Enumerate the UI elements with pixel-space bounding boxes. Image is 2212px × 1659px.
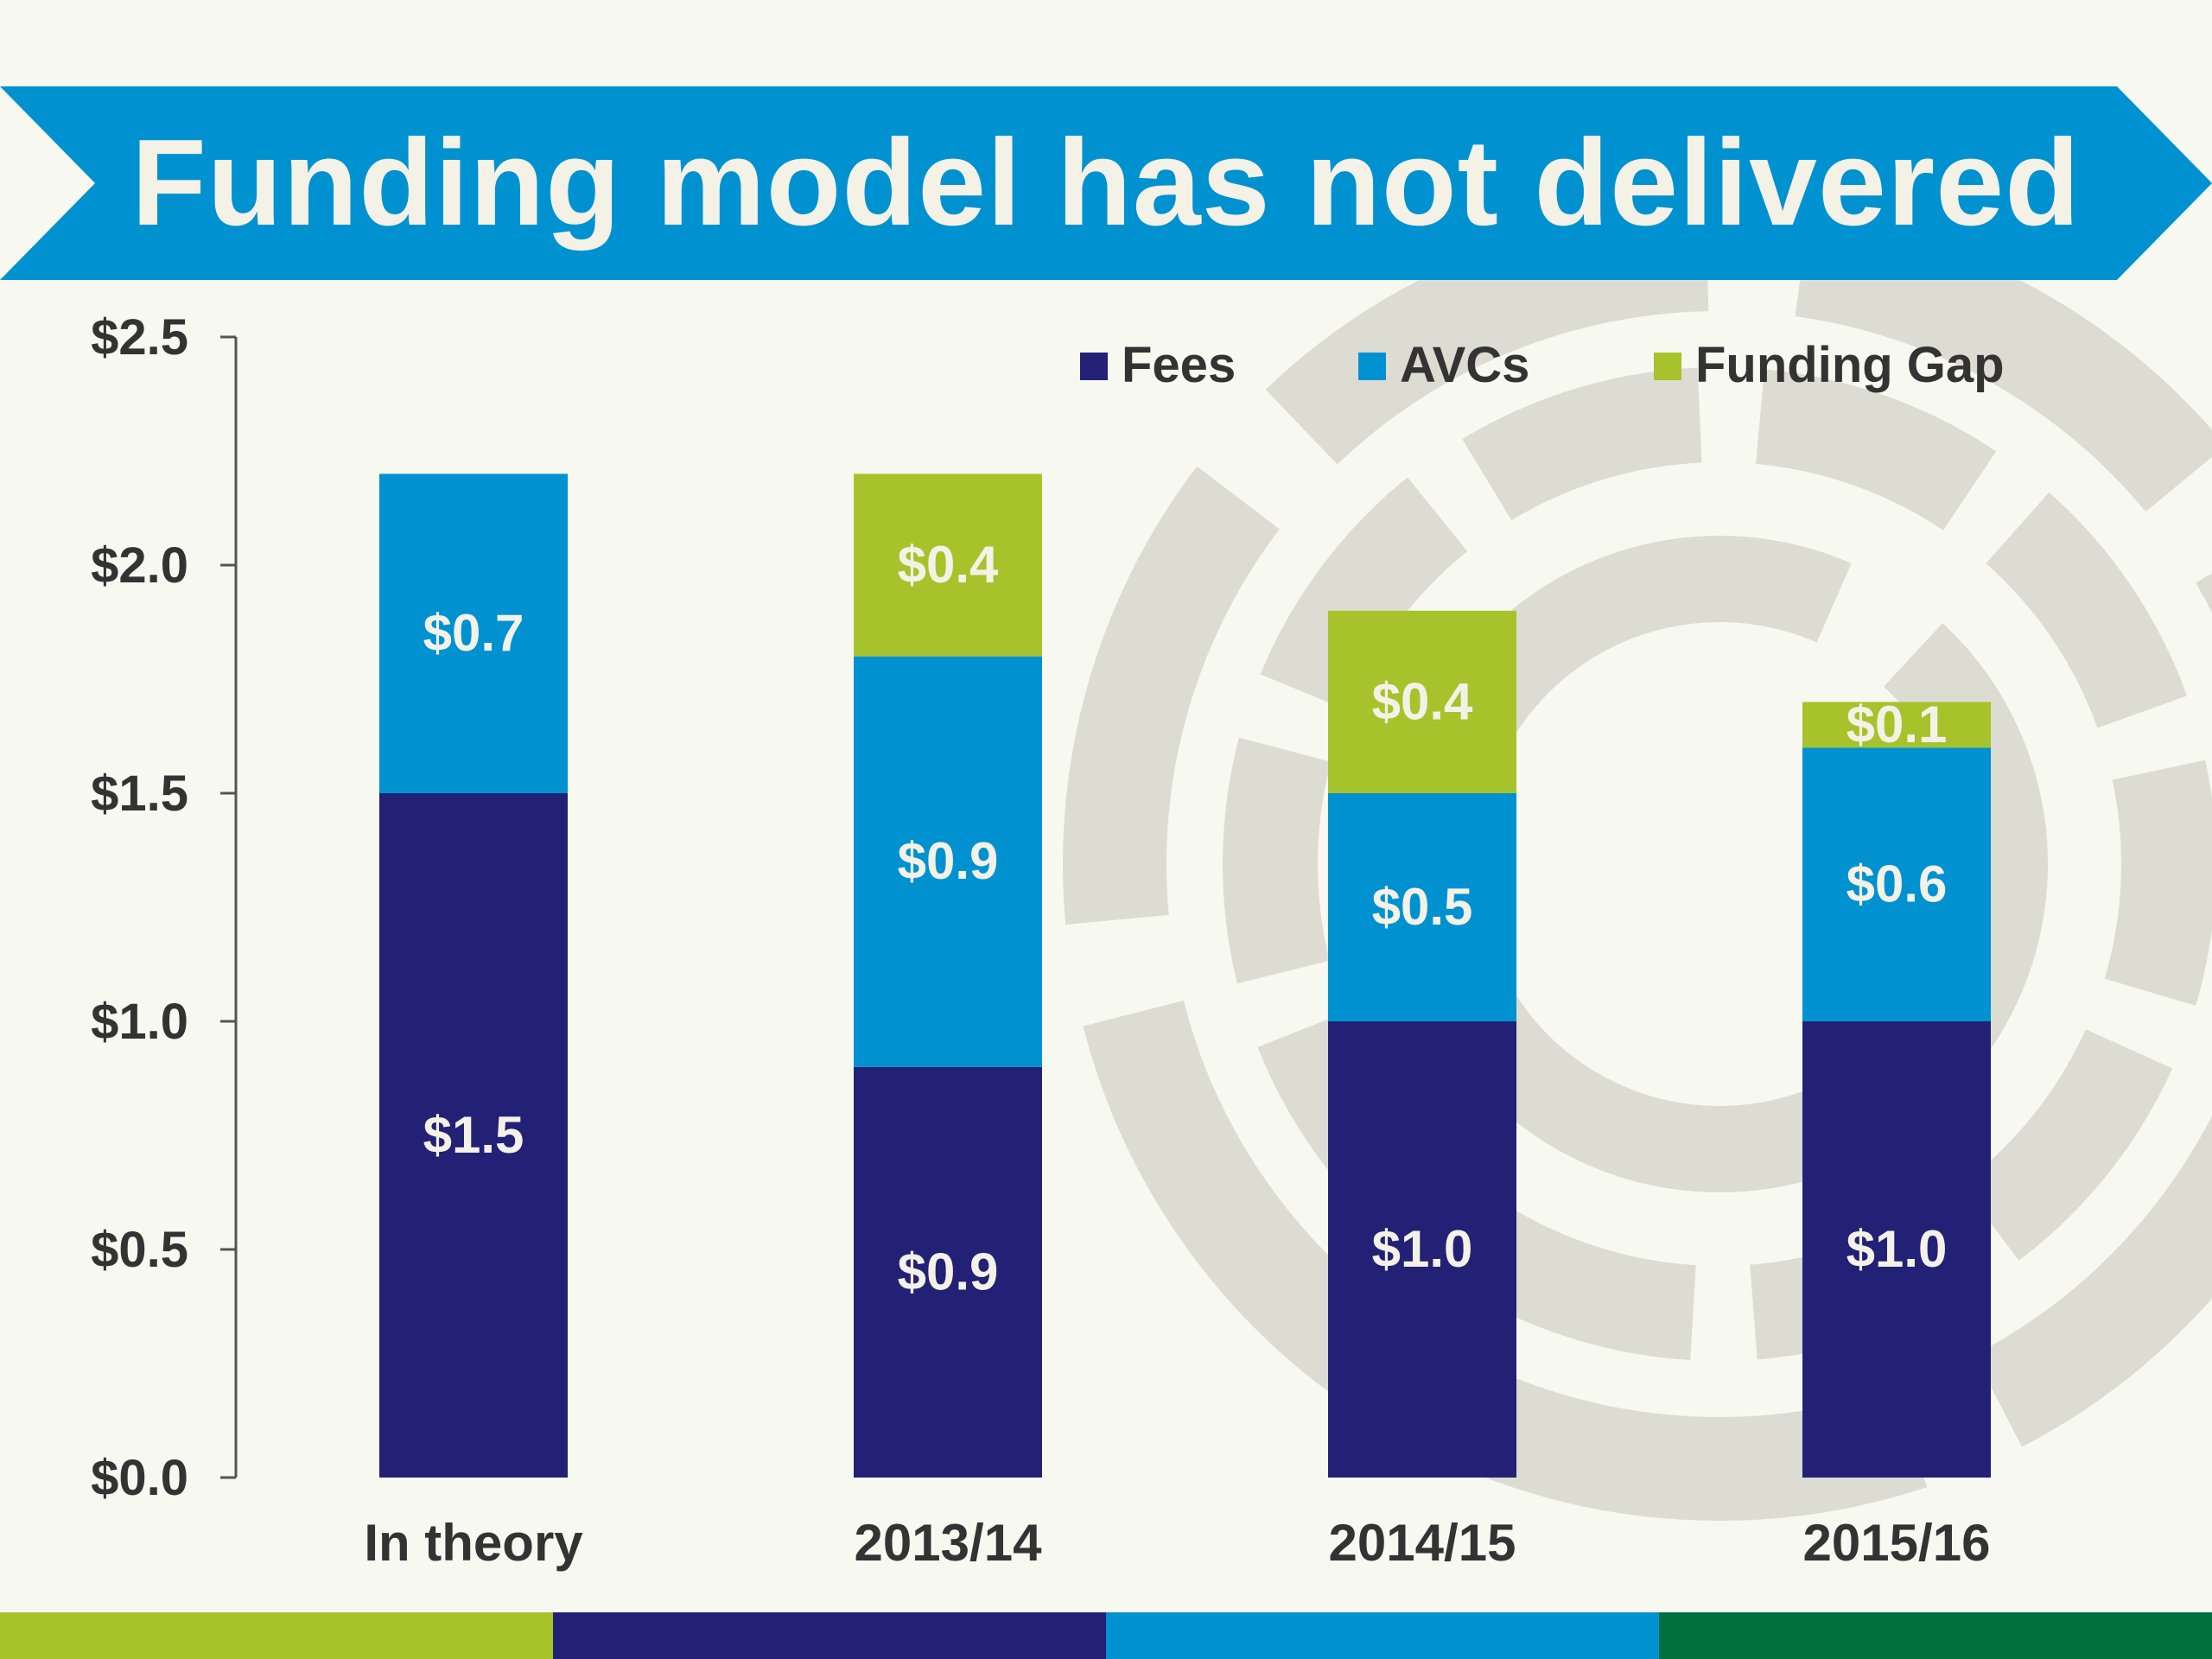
bar-value-label: $1.0 <box>1372 1220 1473 1278</box>
bar-segment-avcs <box>854 656 1042 1067</box>
y-tick-label: $2.5 <box>91 309 188 365</box>
x-category-label: In theory <box>364 1514 583 1572</box>
title-banner-shape <box>0 86 2212 280</box>
bar-value-label: $0.9 <box>898 832 999 890</box>
bar-value-label: $1.0 <box>1847 1220 1948 1278</box>
x-category-label: 2014/15 <box>1329 1514 1516 1572</box>
bar-segment-funding-gap <box>1328 610 1516 793</box>
title-banner <box>0 86 2212 280</box>
bottom-color-stripe <box>0 1612 2212 1659</box>
y-tick-label: $0.5 <box>91 1222 188 1278</box>
page-title: Funding model has not delivered <box>131 114 2081 251</box>
stripe-segment <box>1659 1612 2212 1659</box>
legend-swatch-fees <box>1080 353 1108 380</box>
x-category-label: 2013/14 <box>855 1514 1043 1572</box>
bar-value-label: $0.4 <box>1372 672 1473 730</box>
stripe-segment <box>1106 1612 1659 1659</box>
legend-swatch-funding-gap <box>1654 353 1681 380</box>
bar-value-label: $1.5 <box>423 1106 524 1164</box>
y-tick-label: $0.0 <box>91 1450 188 1506</box>
bar-segment-avcs <box>1328 793 1516 1021</box>
y-tick-label: $1.5 <box>91 766 188 822</box>
bar-value-label: $0.5 <box>1372 878 1473 936</box>
bar-segment-funding-gap <box>854 474 1042 657</box>
bar-value-label: $0.6 <box>1847 855 1948 913</box>
stripe-segment <box>553 1612 1106 1659</box>
bar-value-label: $0.4 <box>898 536 999 594</box>
bar-value-label: $0.1 <box>1847 696 1948 753</box>
legend-label-fees: Fees <box>1122 337 1236 393</box>
legend-label-funding-gap: Funding Gap <box>1695 337 2005 393</box>
legend-label-avcs: AVCs <box>1400 337 1529 393</box>
y-tick-label: $1.0 <box>91 994 188 1050</box>
bar-segment-fees <box>1802 1021 1991 1478</box>
bar-segment-funding-gap <box>1802 702 1991 748</box>
bar-value-label: $0.9 <box>898 1243 999 1300</box>
bar-segment-fees <box>379 793 568 1478</box>
stripe-segment <box>0 1612 553 1659</box>
bar-segment-avcs <box>379 474 568 793</box>
y-tick-label: $2.0 <box>91 537 188 594</box>
x-category-label: 2015/16 <box>1803 1514 1991 1572</box>
legend-swatch-avcs <box>1358 353 1386 380</box>
bar-value-label: $0.7 <box>423 604 524 662</box>
bar-segment-fees <box>854 1066 1042 1478</box>
bar-segment-fees <box>1328 1021 1516 1478</box>
bar-segment-avcs <box>1802 747 1991 1021</box>
